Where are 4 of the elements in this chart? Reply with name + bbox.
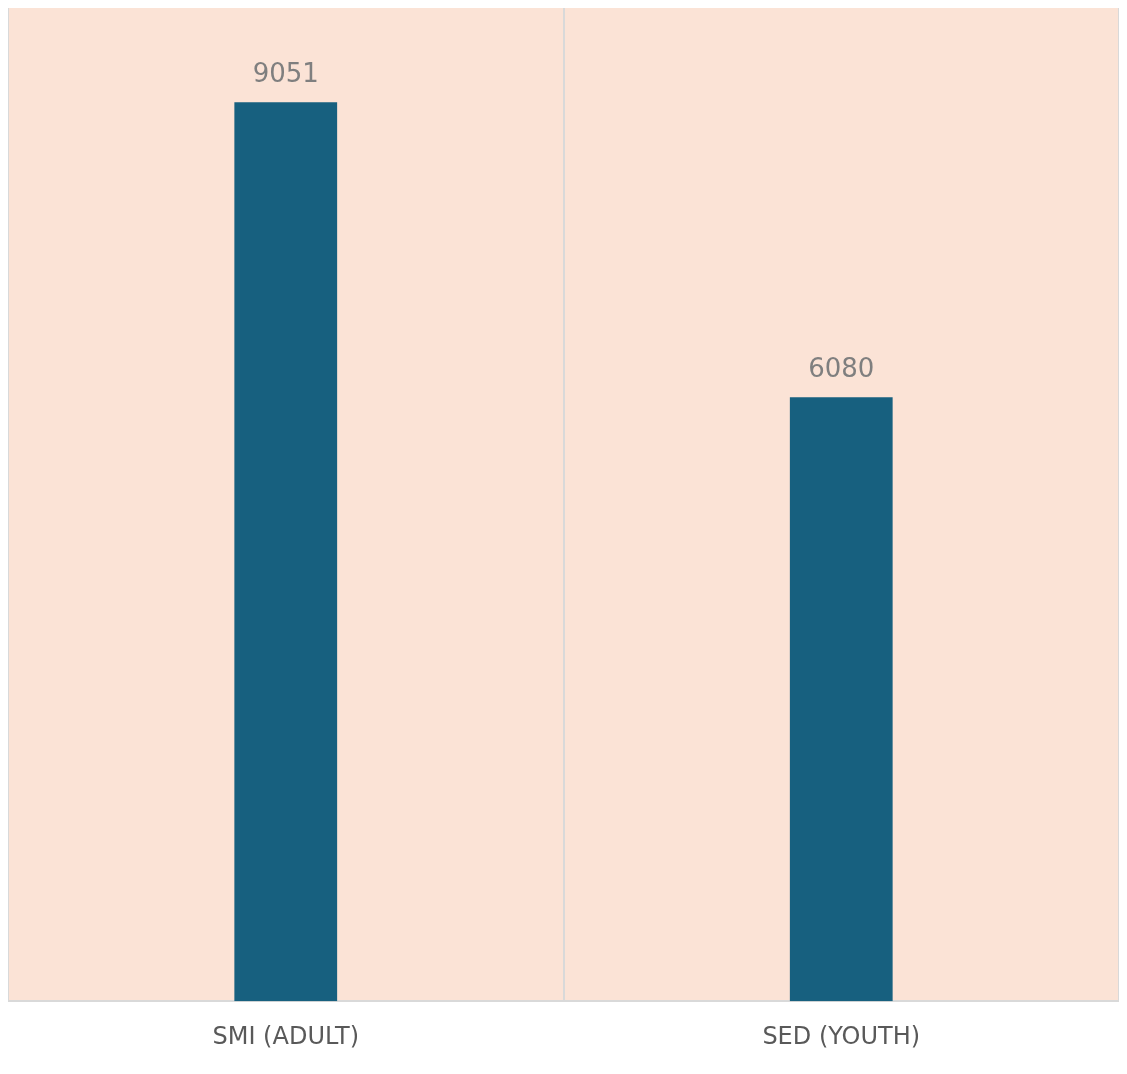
data-label: 6080	[808, 353, 875, 384]
x-tick-label: SMI (ADULT)	[212, 1021, 360, 1050]
data-label: 9051	[252, 58, 319, 88]
x-tick-label: SED (YOUTH)	[762, 1021, 921, 1050]
